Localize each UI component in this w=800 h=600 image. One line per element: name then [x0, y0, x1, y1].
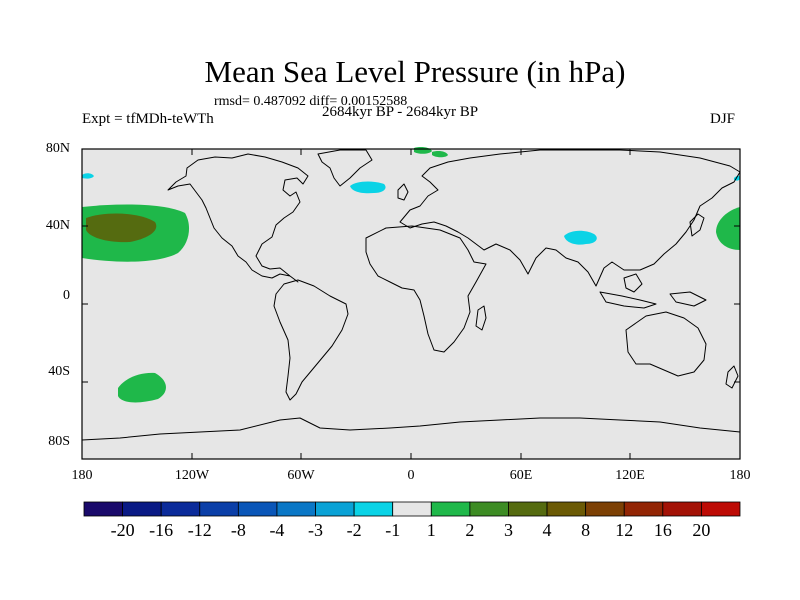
coast-australia: [625, 311, 707, 377]
stats-text: rmsd= 0.487092 diff= 0.00152588: [214, 94, 408, 109]
south-pacific-positive: [118, 372, 166, 403]
coast-south-america: [273, 279, 349, 401]
colorbar-swatch: [83, 501, 123, 517]
colorbar-swatch: [315, 501, 355, 517]
coast-antarctica: [81, 417, 741, 441]
season-label: DJF: [710, 111, 736, 127]
lon-label: 120W: [174, 468, 210, 483]
colorbar-tick-label: 3: [503, 520, 513, 540]
lat-label: 80N: [45, 141, 70, 156]
lat-label: 40S: [48, 364, 70, 379]
west-pacific-positive: [716, 207, 740, 250]
colorbar-swatch: [546, 501, 587, 517]
coast-north-america: [167, 153, 309, 283]
coast-new-guinea: [669, 291, 707, 307]
colorbar-swatch: [469, 501, 509, 517]
arctic-negative-left: [82, 173, 94, 179]
colorbar-swatch: [623, 501, 664, 517]
north-pacific-core: [86, 213, 157, 243]
lon-label: 180: [729, 468, 751, 483]
coastlines: [81, 149, 741, 441]
colorbar-swatch: [237, 501, 278, 517]
lat-label: 40N: [45, 218, 70, 233]
colorbar-tick-label: 12: [615, 520, 634, 540]
colorbar-tick-label: -16: [149, 520, 174, 540]
colorbar-tick-label: -20: [110, 520, 135, 540]
colorbar-tick-label: 16: [653, 520, 672, 540]
lon-label: 180: [71, 468, 93, 483]
colorbar-tick-label: 4: [542, 520, 552, 540]
colorbar: [83, 501, 741, 517]
arctic-positive-2: [432, 151, 448, 158]
colorbar-swatch: [199, 501, 239, 517]
coast-africa: [365, 225, 487, 353]
colorbar-swatch: [160, 501, 201, 517]
colorbar-tick-label: -4: [269, 520, 285, 540]
coast-borneo: [623, 273, 643, 293]
colorbar-swatch: [430, 501, 471, 517]
colorbar-swatch: [585, 501, 625, 517]
colorbar-tick-label: -3: [308, 520, 324, 540]
coast-japan: [689, 213, 705, 237]
lon-label: 60W: [287, 468, 315, 483]
lon-label: 120E: [615, 468, 645, 483]
coast-eurasia: [399, 149, 741, 287]
north-atlantic-negative: [350, 181, 386, 194]
colorbar-swatch: [122, 501, 162, 517]
coast-greenland: [317, 149, 373, 187]
colorbar-tick-label: -1: [385, 520, 401, 540]
colorbar-swatch: [276, 501, 316, 517]
colorbar-tick-label: 20: [692, 520, 711, 540]
colorbar-tick-label: -8: [230, 520, 246, 540]
coast-madagascar: [475, 305, 487, 331]
map-title: Mean Sea Level Pressure (in hPa): [204, 54, 626, 89]
colorbar-tick-label: -2: [346, 520, 362, 540]
colorbar-swatch: [701, 501, 741, 517]
colorbar-swatch: [392, 501, 432, 517]
lat-label: 0: [63, 288, 70, 303]
period-label: 2684kyr BP - 2684kyr BP: [322, 104, 479, 120]
axis-ticks: [81, 148, 741, 460]
tibet-negative: [564, 230, 597, 245]
colorbar-swatch: [662, 501, 702, 517]
colorbar-swatch: [508, 501, 548, 517]
coast-indonesia: [599, 291, 657, 309]
colorbar-tick-label: 1: [426, 520, 436, 540]
lat-label: 80S: [48, 434, 70, 449]
map-background: [82, 149, 740, 459]
colorbar-tick-label: -12: [187, 520, 212, 540]
lon-label: 0: [407, 468, 415, 483]
arctic-positive: [414, 147, 432, 154]
coast-uk: [397, 183, 409, 201]
colorbar-tick-label: 8: [581, 520, 591, 540]
colorbar-tick-label: 2: [465, 520, 475, 540]
lon-label: 60E: [509, 468, 533, 483]
experiment-label: Expt = tfMDh-teWTh: [82, 111, 214, 127]
anomaly-patches: [82, 147, 740, 403]
colorbar-swatch: [353, 501, 394, 517]
